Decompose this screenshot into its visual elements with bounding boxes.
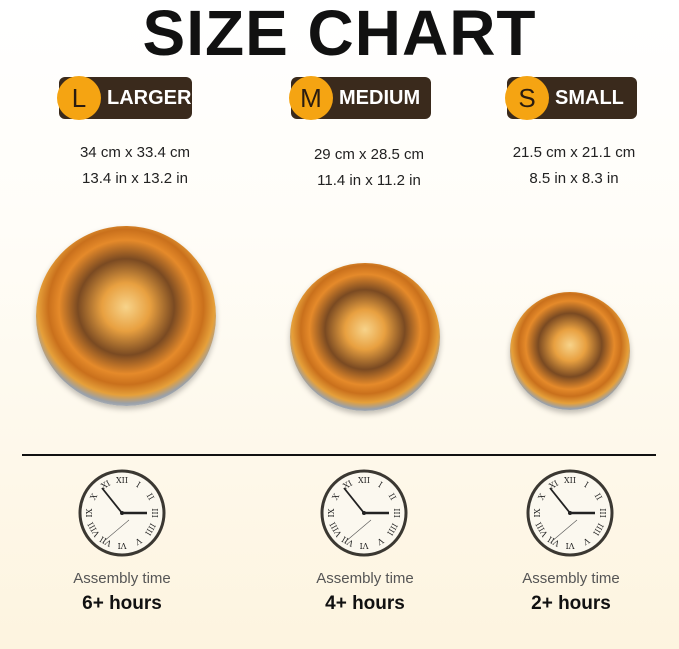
svg-text:V: V <box>581 535 592 546</box>
dimensions-large: 34 cm x 33.4 cm 13.4 in x 13.2 in <box>35 140 235 192</box>
dimension-cm: 29 cm x 28.5 cm <box>313 146 425 163</box>
assembly-label: Assembly time <box>522 570 620 587</box>
svg-text:X: X <box>89 492 100 502</box>
size-letter: L <box>57 76 101 120</box>
svg-text:V: V <box>133 535 144 546</box>
size-letter: S <box>505 76 549 120</box>
dimension-cm: 21.5 cm x 21.1 cm <box>512 144 636 161</box>
size-letter: M <box>289 76 333 120</box>
svg-text:VI: VI <box>566 541 576 550</box>
svg-text:XII: XII <box>358 476 370 485</box>
assembly-label: Assembly time <box>316 570 414 587</box>
size-label: MEDIUM <box>339 86 421 109</box>
svg-text:I: I <box>583 480 590 489</box>
fox-plaque-image-small <box>510 292 630 410</box>
dimension-in: 8.5 in x 8.3 in <box>529 170 619 187</box>
svg-text:V: V <box>375 535 386 546</box>
svg-text:II: II <box>145 492 156 502</box>
dimensions-small: 21.5 cm x 21.1 cm 8.5 in x 8.3 in <box>474 140 674 192</box>
svg-text:I: I <box>377 480 384 489</box>
dimensions-medium: 29 cm x 28.5 cm 11.4 in x 11.2 in <box>269 142 469 194</box>
dimension-in: 11.4 in x 11.2 in <box>317 172 421 189</box>
size-badge-large: L LARGER <box>57 76 192 120</box>
svg-text:III: III <box>598 508 607 517</box>
svg-text:XII: XII <box>116 476 128 485</box>
fox-plaque-image-medium <box>290 263 440 411</box>
assembly-time: 2+ hours <box>531 593 611 614</box>
assembly-label: Assembly time <box>73 570 171 587</box>
svg-text:IX: IX <box>533 508 542 517</box>
svg-text:III: III <box>150 508 159 517</box>
svg-text:VI: VI <box>118 541 128 550</box>
page-title: SIZE CHART <box>142 0 537 69</box>
size-badge-small: S SMALL <box>505 76 637 120</box>
svg-text:IX: IX <box>327 508 336 517</box>
dimension-cm: 34 cm x 33.4 cm <box>79 144 191 161</box>
divider <box>22 454 656 456</box>
fox-plaque-image-large <box>36 226 216 406</box>
assembly-time: 4+ hours <box>325 593 405 614</box>
svg-text:I: I <box>135 480 142 489</box>
assembly-time: 6+ hours <box>82 593 162 614</box>
size-badge-medium: M MEDIUM <box>289 76 431 120</box>
svg-text:X: X <box>331 492 342 502</box>
svg-text:III: III <box>392 508 401 517</box>
size-label: LARGER <box>107 86 192 109</box>
svg-text:II: II <box>593 492 604 502</box>
svg-text:X: X <box>537 492 548 502</box>
svg-text:IX: IX <box>85 508 94 517</box>
svg-text:XII: XII <box>564 476 576 485</box>
dimension-in: 13.4 in x 13.2 in <box>82 170 188 187</box>
svg-text:II: II <box>387 492 398 502</box>
size-label: SMALL <box>555 86 624 109</box>
svg-text:VI: VI <box>360 541 370 550</box>
